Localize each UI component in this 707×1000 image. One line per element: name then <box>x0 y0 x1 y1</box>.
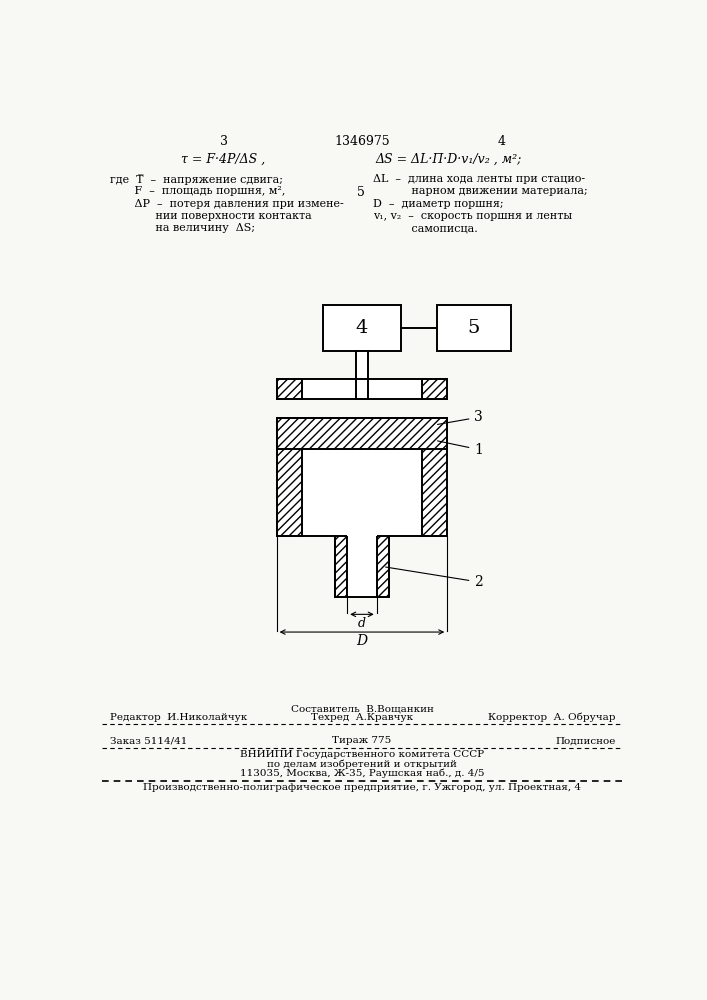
Bar <box>276 418 448 449</box>
Text: Составитель  В.Вощанкин: Составитель В.Вощанкин <box>291 705 433 714</box>
Text: Корректор  А. Обручар: Корректор А. Обручар <box>488 713 615 722</box>
Bar <box>323 305 401 351</box>
Text: 113035, Москва, Ж-35, Раушская наб., д. 4/5: 113035, Москва, Ж-35, Раушская наб., д. … <box>240 768 484 778</box>
Text: D: D <box>356 634 368 648</box>
Text: d: d <box>358 617 366 630</box>
Text: 4: 4 <box>498 135 506 148</box>
Bar <box>347 536 377 597</box>
Bar <box>301 418 422 536</box>
Text: 1: 1 <box>438 441 483 457</box>
Text: нии поверхности контакта: нии поверхности контакта <box>110 211 312 221</box>
Text: 1346975: 1346975 <box>334 135 390 148</box>
Text: ΔL  –  длина хода ленты при стацио-: ΔL – длина хода ленты при стацио- <box>373 174 585 184</box>
Text: 3: 3 <box>438 410 483 424</box>
Text: 3: 3 <box>220 135 228 148</box>
Text: 4: 4 <box>356 319 368 337</box>
Text: F  –  площадь поршня, м²,: F – площадь поршня, м², <box>110 186 286 196</box>
Bar <box>437 305 510 351</box>
Text: Подписное: Подписное <box>555 736 615 745</box>
Bar <box>276 418 301 536</box>
Bar <box>335 536 347 597</box>
Text: на величину  ΔS;: на величину ΔS; <box>110 223 255 233</box>
Bar <box>356 351 368 399</box>
Text: Тираж 775: Тираж 775 <box>332 736 392 745</box>
Text: нарном движении материала;: нарном движении материала; <box>373 186 588 196</box>
Text: ВНИИПИ Государственного комитета СССР: ВНИИПИ Государственного комитета СССР <box>240 750 484 759</box>
Bar <box>377 536 389 597</box>
Bar <box>347 474 377 536</box>
Bar <box>422 379 448 399</box>
Text: v₁, v₂  –  скорость поршня и ленты: v₁, v₂ – скорость поршня и ленты <box>373 211 572 221</box>
Text: 2: 2 <box>385 567 483 589</box>
Text: τ = F·4P/ΔS ,: τ = F·4P/ΔS , <box>182 152 266 165</box>
Text: 5: 5 <box>357 186 365 199</box>
Text: ΔS = ΔL·Π·D·v₁/v₂ , м²;: ΔS = ΔL·Π·D·v₁/v₂ , м²; <box>375 152 522 165</box>
Text: где  Т̅  –  напряжение сдвига;: где Т̅ – напряжение сдвига; <box>110 174 283 185</box>
Text: по делам изобретений и открытий: по делам изобретений и открытий <box>267 759 457 769</box>
Bar <box>276 379 301 399</box>
Text: 5: 5 <box>468 319 480 337</box>
Bar <box>301 379 422 399</box>
Text: самописца.: самописца. <box>373 223 477 233</box>
Text: Редактор  И.Николайчук: Редактор И.Николайчук <box>110 713 247 722</box>
Text: D  –  диаметр поршня;: D – диаметр поршня; <box>373 199 503 209</box>
Text: Техред  А.Кравчук: Техред А.Кравчук <box>311 713 413 722</box>
Bar <box>422 418 448 536</box>
Text: Производственно-полиграфическое предприятие, г. Ужгород, ул. Проектная, 4: Производственно-полиграфическое предприя… <box>143 783 581 792</box>
Text: Заказ 5114/41: Заказ 5114/41 <box>110 736 187 745</box>
Text: ΔP  –  потеря давления при измене-: ΔP – потеря давления при измене- <box>110 199 344 209</box>
